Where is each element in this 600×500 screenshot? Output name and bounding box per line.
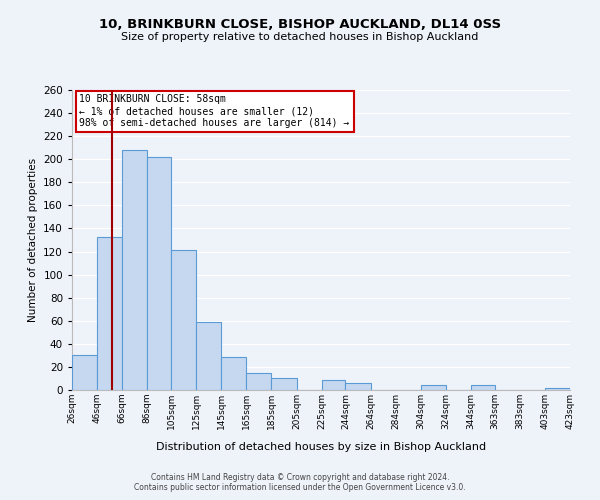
Text: Distribution of detached houses by size in Bishop Auckland: Distribution of detached houses by size … [156, 442, 486, 452]
Text: 10, BRINKBURN CLOSE, BISHOP AUCKLAND, DL14 0SS: 10, BRINKBURN CLOSE, BISHOP AUCKLAND, DL… [99, 18, 501, 30]
Bar [471, 386, 495, 390]
Bar [196, 322, 221, 390]
Bar [346, 383, 371, 390]
Bar [322, 380, 346, 390]
Bar [147, 157, 171, 390]
Bar [271, 378, 296, 390]
Y-axis label: Number of detached properties: Number of detached properties [28, 158, 38, 322]
Bar [221, 356, 247, 390]
Text: Size of property relative to detached houses in Bishop Auckland: Size of property relative to detached ho… [121, 32, 479, 42]
Bar [545, 388, 570, 390]
Bar [171, 250, 196, 390]
Bar [122, 150, 147, 390]
Text: Contains HM Land Registry data © Crown copyright and database right 2024.: Contains HM Land Registry data © Crown c… [151, 472, 449, 482]
Text: 10 BRINKBURN CLOSE: 58sqm
← 1% of detached houses are smaller (12)
98% of semi-d: 10 BRINKBURN CLOSE: 58sqm ← 1% of detach… [79, 94, 350, 128]
Bar [247, 372, 271, 390]
Bar [72, 356, 97, 390]
Text: Contains public sector information licensed under the Open Government Licence v3: Contains public sector information licen… [134, 484, 466, 492]
Bar [421, 386, 446, 390]
Bar [97, 236, 122, 390]
